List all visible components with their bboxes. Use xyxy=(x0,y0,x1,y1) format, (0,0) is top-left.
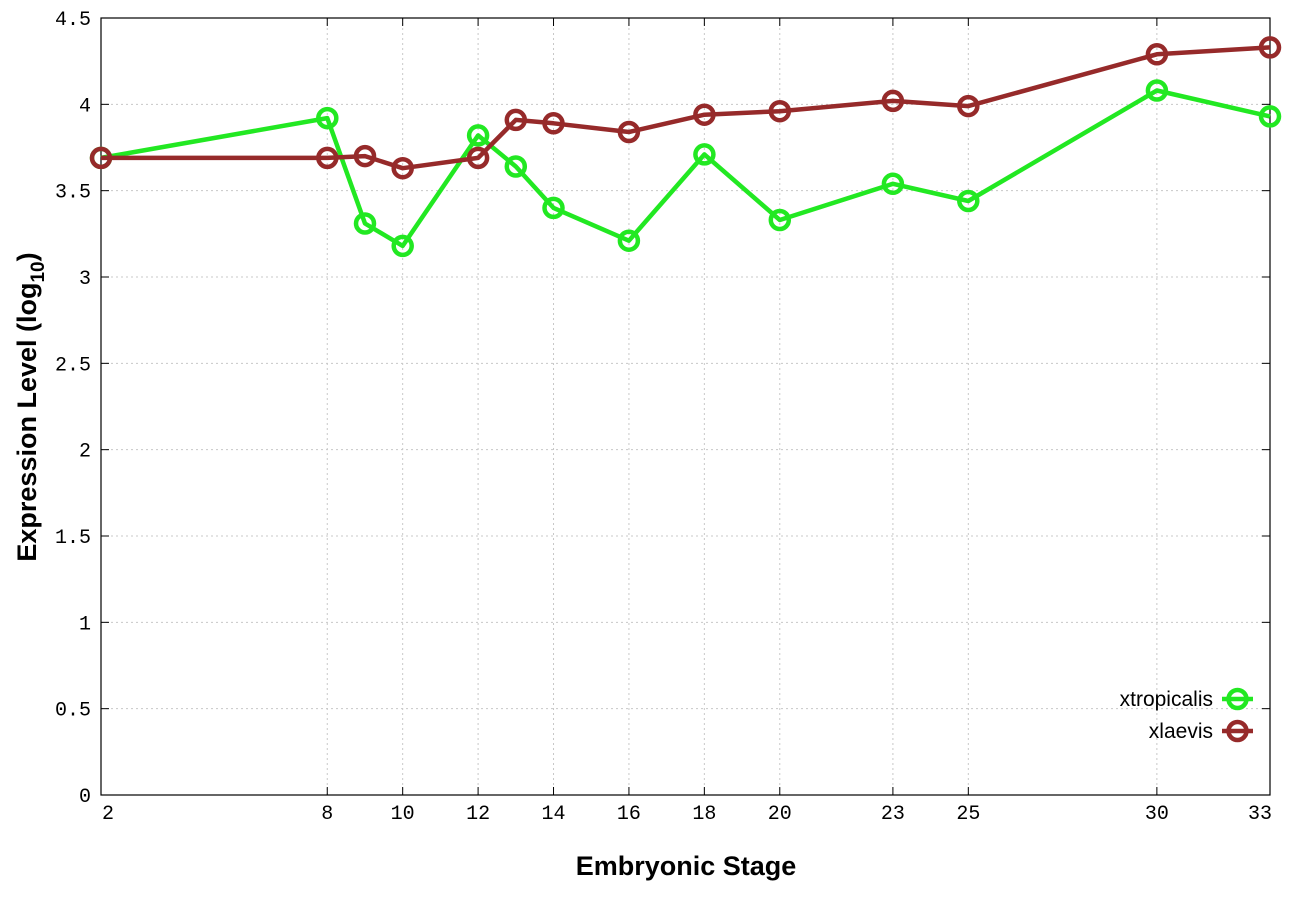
data-point-xlaevis xyxy=(693,103,716,126)
y-tick-label: 4.5 xyxy=(55,9,91,32)
data-point-xtropicalis xyxy=(957,189,980,213)
y-tick-label: 0.5 xyxy=(55,700,91,723)
legend-marker-swatch xyxy=(1226,687,1249,711)
legend: xtropicalis xlaevis xyxy=(1120,687,1253,743)
x-tick-label: 10 xyxy=(391,803,415,826)
legend-item-xlaevis: xlaevis xyxy=(1149,719,1253,743)
series-line-xlaevis xyxy=(101,45,1271,171)
data-point-xlaevis xyxy=(881,89,905,113)
data-point-xlaevis xyxy=(391,156,414,180)
data-point-xlaevis xyxy=(542,112,565,135)
data-point-xtropicalis xyxy=(768,208,792,232)
data-point-xtropicalis xyxy=(1258,105,1282,128)
x-tick-label: 23 xyxy=(881,803,905,826)
x-tick-label: 20 xyxy=(768,803,792,826)
legend-item-xtropicalis: xtropicalis xyxy=(1120,687,1253,711)
x-tick-label: 33 xyxy=(1248,803,1272,826)
series-xlaevis xyxy=(89,36,1282,180)
legend-marker-swatch xyxy=(1226,719,1249,743)
legend-label: xlaevis xyxy=(1149,720,1213,743)
x-tick-label: 2 xyxy=(102,803,114,826)
y-tick-label: 2 xyxy=(79,441,91,464)
x-tick-label: 14 xyxy=(542,803,566,826)
y-tick-label: 2.5 xyxy=(55,354,91,377)
tick-layer: 0 0.5 1 1.5 2 2.5 3 3.5 4 4.5 2 8 10 12 14 16 18 20 23 25 30… xyxy=(55,9,1272,826)
y-tick-label: 3.5 xyxy=(55,182,91,205)
x-tick-label: 30 xyxy=(1145,803,1169,826)
y-axis-title-suffix: ) xyxy=(12,252,42,261)
x-tick-label: 25 xyxy=(956,803,980,826)
x-tick-label: 12 xyxy=(466,803,490,826)
data-point-xlaevis xyxy=(353,144,377,168)
data-point-xlaevis xyxy=(466,146,490,170)
data-point-xtropicalis xyxy=(1145,79,1169,102)
x-axis-title: Embryonic Stage xyxy=(576,851,797,881)
y-tick-label: 1.5 xyxy=(55,527,91,550)
y-tick-label: 3 xyxy=(79,268,91,291)
data-point-xtropicalis xyxy=(391,234,414,258)
y-axis-title-main: Expression Level (log xyxy=(12,283,42,562)
data-point-xlaevis xyxy=(1258,36,1282,59)
y-tick-label: 1 xyxy=(79,613,91,636)
data-point-xtropicalis xyxy=(504,155,528,178)
data-point-xtropicalis xyxy=(617,229,641,252)
data-point-xlaevis xyxy=(957,94,980,118)
data-point-xlaevis xyxy=(768,99,792,123)
plot-area-border xyxy=(100,17,1271,796)
data-point-xlaevis xyxy=(1145,43,1169,66)
data-point-xlaevis xyxy=(316,146,339,170)
y-tick-label: 4 xyxy=(79,95,91,118)
series-layer xyxy=(89,36,1282,258)
x-tick-label: 18 xyxy=(692,803,716,826)
data-point-xtropicalis xyxy=(316,106,339,130)
grid-layer xyxy=(101,18,1270,795)
data-point-xtropicalis xyxy=(542,196,565,220)
x-tick-label: 16 xyxy=(617,803,641,826)
data-point-xlaevis xyxy=(617,120,641,144)
series-line-xtropicalis xyxy=(100,88,1271,249)
data-point-xlaevis xyxy=(89,146,113,170)
data-point-xtropicalis xyxy=(881,172,905,196)
data-point-xlaevis xyxy=(504,108,528,132)
x-tick-label: 8 xyxy=(321,803,333,826)
data-point-xtropicalis xyxy=(466,124,490,147)
y-axis-title-subscript: 10 xyxy=(28,261,49,282)
data-point-xtropicalis xyxy=(693,143,716,166)
y-tick-label: 0 xyxy=(79,786,91,809)
data-point-xtropicalis xyxy=(353,212,377,235)
legend-label: xtropicalis xyxy=(1120,688,1213,711)
y-axis-title: Expression Level (log10) xyxy=(12,252,49,561)
series-xtropicalis xyxy=(89,79,1282,258)
